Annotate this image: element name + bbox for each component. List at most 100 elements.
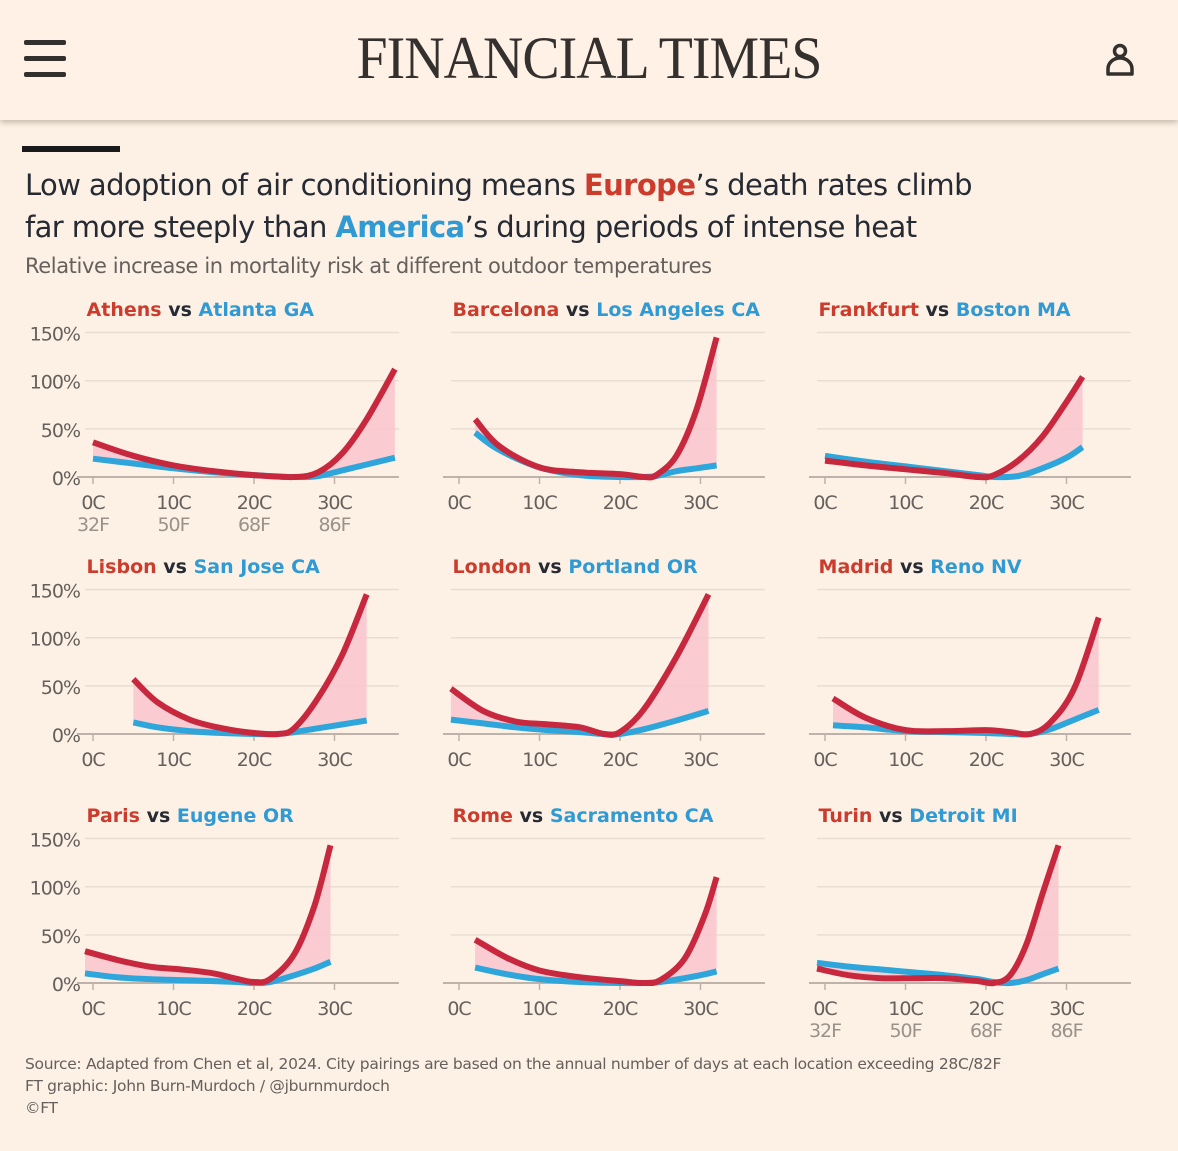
panel-title: Lisbon vs San Jose CA: [87, 556, 321, 578]
x-tick-label-celsius: 30C: [1049, 749, 1084, 771]
y-tick-label: 50%: [41, 926, 80, 948]
ft-logo[interactable]: FINANCIAL TIMES: [356, 25, 822, 91]
europe-city-label: Athens: [87, 299, 162, 321]
europe-city-label: Lisbon: [87, 556, 157, 578]
europe-series-line: [92, 367, 398, 481]
user-account-icon[interactable]: [1103, 42, 1137, 78]
panel-title: Turin vs Detroit MI: [819, 805, 1018, 827]
x-tick-label-celsius: 20C: [237, 998, 272, 1020]
panel-title: Madrid vs Reno NV: [819, 556, 1022, 578]
x-tick-label-celsius: 10C: [522, 749, 557, 771]
x-tick-label-celsius: 30C: [683, 998, 718, 1020]
x-tick-label-fahrenheit: 68F: [238, 514, 270, 536]
x-tick-label-celsius: 20C: [237, 749, 272, 771]
x-tick-label-celsius: 20C: [969, 749, 1004, 771]
europe-highlight: Europe: [583, 168, 696, 202]
us-city-label: Portland OR: [568, 556, 698, 578]
panel-paris: Paris vs Eugene OR 0% 50% 100% 150% 0C 10C 20C 3…: [30, 805, 399, 1020]
headline-text: ’s death rates climb: [695, 168, 972, 202]
headline-line-2: far more steeply than America’s during p…: [25, 206, 972, 248]
vs-label: vs: [140, 805, 177, 827]
panel-title: London vs Portland OR: [453, 556, 698, 578]
x-tick-label-celsius: 30C: [683, 749, 718, 771]
x-tick-label-celsius: 20C: [969, 998, 1004, 1020]
vs-label: vs: [157, 556, 194, 578]
europe-city-label: Frankfurt: [819, 299, 919, 321]
us-city-label: Sacramento CA: [550, 805, 714, 827]
y-tick-label: 100%: [30, 878, 80, 900]
headline-rule: [22, 146, 120, 152]
x-tick-label-celsius: 20C: [603, 492, 638, 514]
x-tick-label-celsius: 30C: [683, 492, 718, 514]
x-tick-label-celsius: 20C: [603, 749, 638, 771]
x-tick-label-celsius: 0C: [81, 749, 105, 771]
vs-label: vs: [513, 805, 550, 827]
x-tick-label-celsius: 30C: [317, 998, 352, 1020]
europe-city-label: Turin: [819, 805, 873, 827]
x-tick-label-celsius: 10C: [522, 998, 557, 1020]
gap-fill-area: [475, 337, 717, 478]
y-tick-label: 0%: [52, 468, 80, 490]
gap-fill-area: [817, 845, 1059, 984]
us-city-label: Los Angeles CA: [596, 299, 760, 321]
x-tick-label-celsius: 0C: [81, 492, 105, 514]
headline-line-1: Low adoption of air conditioning means E…: [25, 164, 973, 206]
x-tick-label-fahrenheit: 68F: [970, 1020, 1002, 1042]
europe-series-line: [84, 844, 334, 986]
site-header: FINANCIAL TIMES: [0, 0, 1178, 120]
source-note: Source: Adapted from Chen et al, 2024. C…: [25, 1055, 1002, 1073]
x-tick-label-fahrenheit: 32F: [77, 514, 109, 536]
europe-city-label: Rome: [453, 805, 513, 827]
vs-label: vs: [531, 556, 568, 578]
europe-city-label: Madrid: [819, 556, 894, 578]
x-tick-label-celsius: 10C: [156, 998, 191, 1020]
x-tick-label-celsius: 10C: [156, 492, 191, 514]
europe-series-line: [831, 616, 1102, 738]
hamburger-menu-icon[interactable]: [24, 40, 66, 78]
panel-madrid: Madrid vs Reno NV 0C 10C 20C 30C: [808, 556, 1131, 771]
us-city-label: Atlanta GA: [199, 299, 315, 321]
vs-label: vs: [559, 299, 596, 321]
x-tick-label-celsius: 20C: [237, 492, 272, 514]
x-tick-label-celsius: 30C: [317, 749, 352, 771]
y-tick-label: 150%: [30, 581, 80, 603]
x-tick-label-fahrenheit: 50F: [157, 514, 189, 536]
gap-fill-area: [93, 369, 395, 478]
headline-text: Low adoption of air conditioning means: [25, 168, 584, 202]
x-tick-label-celsius: 0C: [81, 998, 105, 1020]
chart-footer: Source: Adapted from Chen et al, 2024. C…: [25, 1053, 1001, 1119]
europe-series-line: [816, 844, 1062, 987]
panel-title: Paris vs Eugene OR: [87, 805, 295, 827]
panel-title: Athens vs Atlanta GA: [87, 299, 315, 321]
copyright: ©FT: [25, 1099, 58, 1117]
y-tick-label: 0%: [52, 725, 80, 747]
europe-series-line: [131, 593, 370, 738]
us-city-label: Boston MA: [956, 299, 1071, 321]
europe-city-label: Barcelona: [453, 299, 560, 321]
y-tick-label: 50%: [41, 677, 80, 699]
europe-series-line: [473, 876, 720, 987]
y-tick-label: 100%: [30, 629, 80, 651]
headline-text: ’s during periods of intense heat: [464, 210, 918, 244]
y-tick-label: 50%: [41, 420, 80, 442]
panel-lisbon: Lisbon vs San Jose CA 0% 50% 100% 150% 0C 10C 2…: [30, 556, 399, 771]
x-tick-label-celsius: 30C: [1049, 998, 1084, 1020]
x-tick-label-celsius: 0C: [813, 749, 837, 771]
x-tick-label-celsius: 0C: [813, 998, 837, 1020]
x-tick-label-celsius: 30C: [317, 492, 352, 514]
europe-series-line: [472, 336, 720, 481]
x-tick-label-celsius: 0C: [447, 998, 471, 1020]
panel-rome: Rome vs Sacramento CA 0C 10C 20C 30C: [442, 805, 765, 1020]
europe-city-label: London: [453, 556, 532, 578]
europe-city-label: Paris: [87, 805, 140, 827]
us-city-label: San Jose CA: [194, 556, 321, 578]
x-tick-label-celsius: 30C: [1049, 492, 1084, 514]
panel-title: Rome vs Sacramento CA: [453, 805, 714, 827]
panel-barcelona: Barcelona vs Los Angeles CA 0C 10C 20C 30C: [442, 299, 765, 514]
x-tick-label-celsius: 10C: [522, 492, 557, 514]
vs-label: vs: [893, 556, 930, 578]
us-city-label: Eugene OR: [177, 805, 294, 827]
